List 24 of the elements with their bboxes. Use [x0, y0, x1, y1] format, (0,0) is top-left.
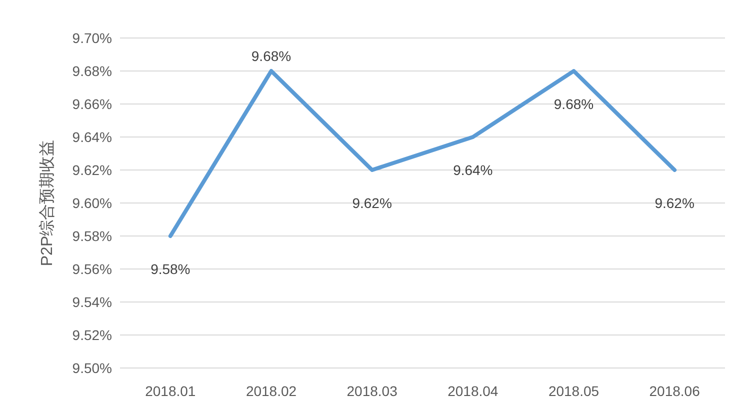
y-tick-label: 9.68% — [72, 63, 112, 79]
y-tick-label: 9.70% — [72, 30, 112, 46]
x-tick-label: 2018.03 — [346, 383, 398, 399]
y-tick-label: 9.52% — [72, 327, 112, 343]
y-axis-title: P2P综合预期收益 — [38, 140, 56, 266]
x-tick-label: 2018.05 — [548, 383, 600, 399]
data-label: 9.68% — [554, 96, 594, 112]
y-tick-label: 9.62% — [72, 162, 112, 178]
x-tick-label: 2018.02 — [246, 383, 297, 399]
y-tick-label: 9.60% — [72, 195, 112, 211]
data-label: 9.62% — [654, 195, 694, 211]
x-tick-label: 2018.04 — [448, 383, 498, 399]
x-tick-label: 2018.06 — [649, 383, 700, 399]
data-label: 9.62% — [352, 195, 392, 211]
x-tick-label: 2018.01 — [145, 383, 196, 399]
data-label: 9.58% — [150, 261, 190, 277]
y-tick-label: 9.58% — [72, 228, 112, 244]
y-tick-label: 9.56% — [72, 261, 112, 277]
data-label: 9.68% — [251, 48, 292, 64]
y-tick-label: 9.54% — [72, 294, 112, 310]
y-tick-label: 9.50% — [72, 360, 112, 376]
y-tick-label: 9.64% — [72, 129, 112, 145]
y-tick-label: 9.66% — [72, 96, 112, 112]
data-label: 9.64% — [453, 162, 493, 178]
